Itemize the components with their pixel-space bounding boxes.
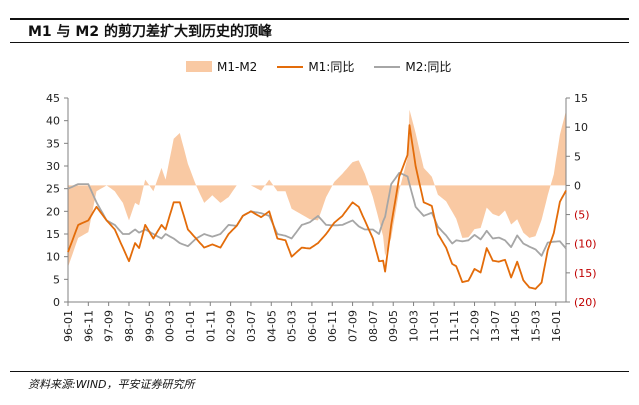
legend-item-m1: M1:同比 [277, 58, 354, 75]
x-tick-label: 01-11 [204, 310, 217, 342]
x-tick-label: 97-09 [103, 310, 116, 342]
title-bottom-rule [10, 42, 629, 43]
left-tick-label: 0 [53, 296, 60, 309]
x-tick-label: 98-07 [123, 310, 136, 342]
x-tick-label: 16-01 [550, 310, 563, 342]
right-tick-label: 0 [574, 179, 581, 192]
x-tick-label: 04-05 [265, 310, 278, 342]
m2-yoy-line [67, 171, 567, 257]
legend-label: M1-M2 [217, 59, 258, 74]
x-tick-label: 12-09 [469, 310, 482, 342]
legend-item-m2: M2:同比 [374, 58, 451, 75]
legend: M1-M2 M1:同比 M2:同比 [186, 58, 465, 75]
right-tick-label: 10 [574, 121, 588, 134]
title-top-rule [10, 18, 629, 20]
right-tick-label: (5) [574, 209, 590, 222]
x-tick-label: 00-03 [164, 310, 177, 342]
x-tick-label: 05-03 [286, 310, 299, 342]
x-tick-label: 07-09 [347, 310, 360, 342]
x-tick-label: 06-11 [326, 310, 339, 342]
x-tick-label: 99-05 [143, 310, 156, 342]
x-tick-label: 11-11 [448, 310, 461, 342]
left-tick-label: 5 [53, 273, 60, 286]
left-tick-label: 20 [46, 205, 60, 218]
x-tick-label: 08-07 [367, 310, 380, 342]
right-tick-label: 5 [574, 150, 581, 163]
x-tick-label: 02-09 [225, 310, 238, 342]
m1-m2-difference-area [68, 109, 566, 267]
page-title: M1 与 M2 的剪刀差扩大到历史的顶峰 [28, 24, 272, 40]
left-tick-label: 45 [46, 92, 60, 105]
legend-swatch-area [186, 61, 212, 72]
right-tick-label: (10) [574, 238, 597, 251]
x-tick-label: 03-07 [245, 310, 258, 342]
right-tick-label: 15 [574, 92, 588, 105]
legend-swatch-line [374, 65, 401, 68]
left-tick-label: 15 [46, 228, 60, 241]
x-tick-label: 96-11 [82, 310, 95, 342]
source-note: 资料来源:WIND，平安证券研究所 [28, 378, 195, 391]
left-tick-label: 40 [46, 115, 60, 128]
left-tick-label: 10 [46, 251, 60, 264]
x-tick-label: 13-07 [489, 310, 502, 342]
left-tick-label: 35 [46, 137, 60, 150]
x-tick-label: 96-01 [62, 310, 75, 342]
x-tick-label: 14-05 [509, 310, 522, 342]
legend-swatch-line [277, 65, 304, 68]
legend-label: M1:同比 [308, 60, 355, 74]
left-tick-label: 30 [46, 160, 60, 173]
m1-yoy-line [67, 124, 567, 290]
x-tick-label: 09-05 [387, 310, 400, 342]
x-tick-label: 06-01 [306, 310, 319, 342]
x-tick-label: 11-01 [428, 310, 441, 342]
x-tick-label: 15-03 [530, 310, 543, 342]
left-tick-label: 25 [46, 183, 60, 196]
legend-item-m1-m2: M1-M2 [186, 60, 257, 74]
right-tick-label: (15) [574, 267, 597, 280]
legend-label: M2:同比 [405, 60, 452, 74]
x-tick-label: 10-03 [408, 310, 421, 342]
x-tick-label: 01-01 [184, 310, 197, 342]
source-rule [10, 371, 629, 372]
right-tick-label: (20) [574, 296, 597, 309]
